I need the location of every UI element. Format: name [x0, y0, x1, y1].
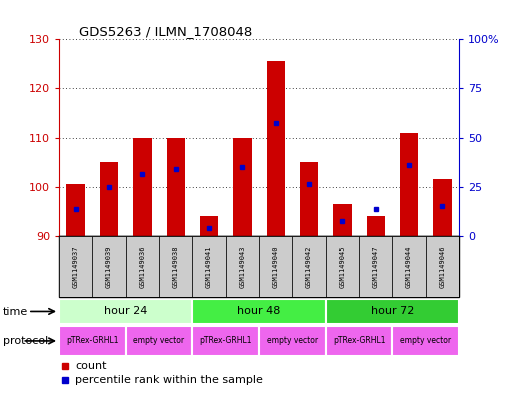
Bar [359, 236, 392, 297]
Bar [192, 299, 326, 324]
Text: empty vector: empty vector [267, 336, 318, 345]
Text: percentile rank within the sample: percentile rank within the sample [75, 375, 263, 385]
Text: empty vector: empty vector [400, 336, 451, 345]
Bar [426, 236, 459, 297]
Bar [326, 326, 392, 356]
Bar [326, 236, 359, 297]
Text: pTRex-GRHL1: pTRex-GRHL1 [66, 336, 119, 345]
Text: GDS5263 / ILMN_1708048: GDS5263 / ILMN_1708048 [79, 25, 252, 38]
Text: GSM1149038: GSM1149038 [173, 245, 179, 288]
Text: hour 24: hour 24 [104, 307, 147, 316]
Bar [226, 236, 259, 297]
Text: pTRex-GRHL1: pTRex-GRHL1 [200, 336, 252, 345]
Text: GSM1149042: GSM1149042 [306, 245, 312, 288]
Text: empty vector: empty vector [133, 336, 185, 345]
Bar [367, 216, 385, 236]
Text: hour 48: hour 48 [238, 307, 281, 316]
Bar [159, 236, 192, 297]
Bar [100, 162, 118, 236]
Bar [326, 299, 459, 324]
Bar [259, 236, 292, 297]
Bar [59, 299, 192, 324]
Text: GSM1149041: GSM1149041 [206, 245, 212, 288]
Bar [300, 162, 318, 236]
Bar [126, 236, 159, 297]
Text: GSM1149043: GSM1149043 [240, 245, 245, 288]
Bar [392, 236, 426, 297]
Text: GSM1149046: GSM1149046 [440, 245, 445, 288]
Text: pTRex-GRHL1: pTRex-GRHL1 [333, 336, 385, 345]
Bar [167, 138, 185, 236]
Text: GSM1149036: GSM1149036 [140, 245, 145, 288]
Bar [200, 216, 218, 236]
Text: protocol: protocol [3, 336, 48, 346]
Bar [192, 326, 259, 356]
Bar [233, 138, 251, 236]
Text: count: count [75, 362, 107, 371]
Text: time: time [3, 307, 28, 317]
Text: GSM1149045: GSM1149045 [340, 245, 345, 288]
Bar [333, 204, 351, 236]
Text: GSM1149040: GSM1149040 [273, 245, 279, 288]
Text: hour 72: hour 72 [371, 307, 414, 316]
Bar [59, 236, 92, 297]
Bar [392, 326, 459, 356]
Bar [67, 184, 85, 236]
Bar [259, 326, 326, 356]
Bar [433, 179, 451, 236]
Bar [126, 326, 192, 356]
Bar [267, 61, 285, 236]
Bar [400, 133, 418, 236]
Text: GSM1149039: GSM1149039 [106, 245, 112, 288]
Bar [292, 236, 326, 297]
Text: GSM1149044: GSM1149044 [406, 245, 412, 288]
Bar [92, 236, 126, 297]
Text: GSM1149047: GSM1149047 [373, 245, 379, 288]
Bar [133, 138, 151, 236]
Text: GSM1149037: GSM1149037 [73, 245, 78, 288]
Bar [192, 236, 226, 297]
Bar [59, 326, 126, 356]
